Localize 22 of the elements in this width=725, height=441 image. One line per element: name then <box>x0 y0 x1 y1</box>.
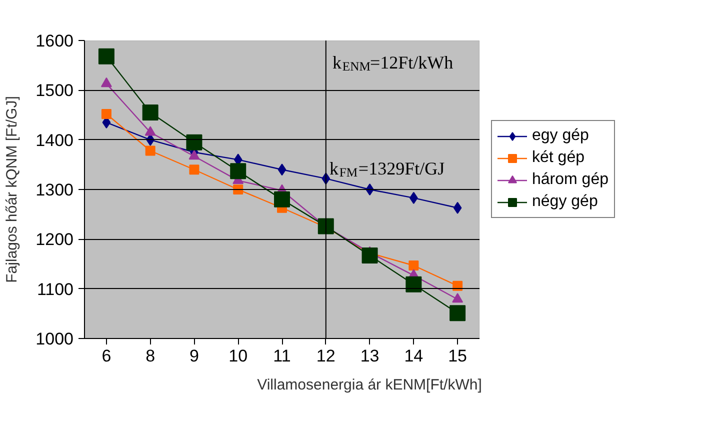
legend-label: egy gép <box>532 127 589 145</box>
x-tick-label: 13 <box>360 346 380 366</box>
y-axis-title: Fajlagos hőár kQNM [Ft/GJ] <box>4 96 21 283</box>
y-tick-label: 1600 <box>36 32 74 50</box>
x-tick-label: 15 <box>448 346 468 366</box>
y-tick-label: 1500 <box>36 81 74 100</box>
legend-label: négy gép <box>532 193 598 211</box>
y-tick-label: 1400 <box>36 130 74 150</box>
x-tick-label: 8 <box>146 346 156 366</box>
x-tick-label: 12 <box>316 346 336 366</box>
x-tick-label: 14 <box>404 346 424 366</box>
y-tick-label: 1100 <box>36 280 74 299</box>
legend-label: két gép <box>532 149 584 167</box>
x-tick-label: 9 <box>189 346 199 366</box>
x-tick-label: 10 <box>228 346 248 366</box>
x-tick-label: 11 <box>273 346 291 366</box>
x-tick-label: 6 <box>102 346 112 366</box>
y-tick-label: 1000 <box>36 330 74 348</box>
legend-label: három gép <box>532 171 608 189</box>
y-tick-label: 1200 <box>36 230 74 250</box>
x-axis-title: Villamosenergia ár kENM[Ft/kWh] <box>257 376 482 394</box>
y-tick-label: 1300 <box>36 180 74 200</box>
